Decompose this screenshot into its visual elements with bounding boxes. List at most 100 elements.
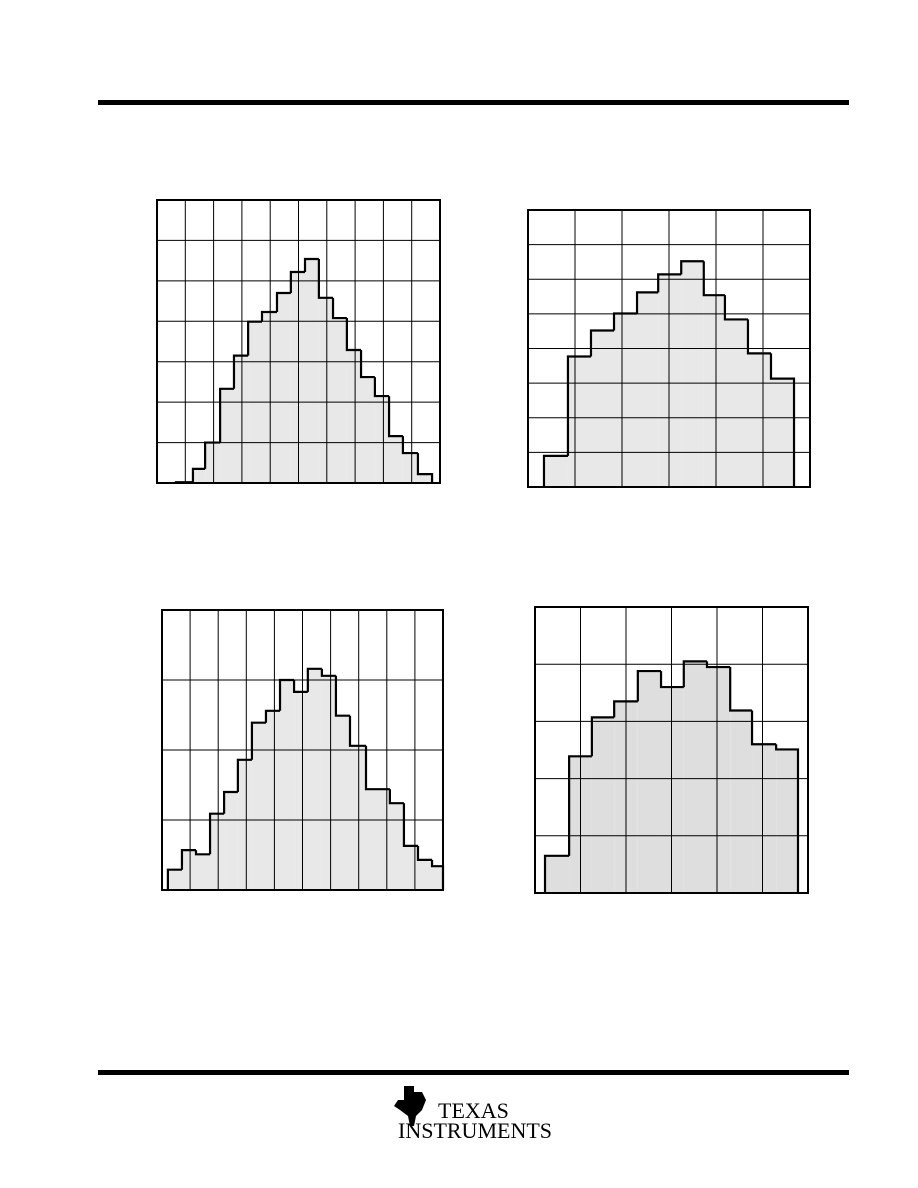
bar-outline bbox=[659, 671, 684, 689]
bar-outline bbox=[775, 744, 800, 893]
bar-outline bbox=[345, 318, 362, 352]
bar-outline bbox=[250, 721, 266, 760]
bar-outline bbox=[566, 355, 591, 456]
bar-outline bbox=[306, 667, 322, 692]
bar-outline bbox=[219, 387, 234, 443]
bar bbox=[661, 687, 684, 893]
bar bbox=[251, 722, 266, 890]
bar bbox=[196, 854, 211, 890]
bar-outline bbox=[416, 453, 434, 483]
bar bbox=[724, 319, 748, 487]
bar-outline bbox=[612, 312, 638, 331]
bar-outline bbox=[194, 850, 211, 856]
bar bbox=[333, 318, 347, 483]
bar-outline bbox=[264, 709, 281, 723]
bar-outline bbox=[387, 396, 403, 438]
bar-outline bbox=[348, 715, 367, 747]
bar bbox=[366, 789, 390, 890]
bar-outline bbox=[180, 849, 197, 870]
bar-outline bbox=[682, 660, 707, 688]
bar-outline bbox=[568, 755, 592, 856]
bar bbox=[290, 271, 306, 483]
bar-outline bbox=[636, 669, 662, 702]
bar-outline bbox=[232, 354, 249, 389]
bar bbox=[417, 859, 433, 890]
logo-icon bbox=[394, 1086, 426, 1126]
bar bbox=[280, 680, 295, 890]
bar bbox=[335, 715, 350, 890]
bar bbox=[683, 661, 707, 893]
bar-outline bbox=[705, 661, 731, 669]
bar bbox=[752, 744, 777, 893]
bar bbox=[389, 803, 404, 890]
bar-outline bbox=[373, 377, 390, 398]
bar bbox=[614, 313, 638, 487]
bar-outline bbox=[334, 675, 350, 717]
bar-outline bbox=[542, 454, 568, 487]
bar bbox=[205, 442, 221, 483]
bar-outline bbox=[191, 467, 206, 483]
bar bbox=[276, 292, 291, 483]
bar-outline bbox=[223, 790, 238, 814]
bar-outline bbox=[635, 291, 659, 314]
bar-outline bbox=[303, 257, 319, 272]
bar bbox=[403, 845, 418, 890]
bar-outline bbox=[364, 745, 390, 791]
bar-outline bbox=[359, 349, 375, 379]
plot-frame bbox=[527, 209, 811, 488]
bar-outline bbox=[401, 436, 418, 455]
bar-outline bbox=[702, 261, 725, 297]
bar-outline bbox=[543, 854, 570, 893]
bar bbox=[167, 869, 182, 890]
plot-frame bbox=[534, 606, 809, 894]
bar bbox=[321, 675, 336, 890]
bar bbox=[318, 297, 334, 483]
bar-outline bbox=[204, 441, 221, 469]
bar bbox=[361, 377, 375, 483]
bar bbox=[349, 745, 367, 890]
bar bbox=[567, 356, 591, 487]
bar bbox=[294, 691, 308, 890]
bar bbox=[417, 474, 433, 483]
bar bbox=[770, 378, 795, 487]
bar-outline bbox=[320, 668, 336, 677]
bar bbox=[543, 455, 568, 487]
bar-outline bbox=[590, 716, 615, 757]
bar bbox=[210, 813, 225, 890]
bar-outline bbox=[275, 291, 291, 312]
bar-outline bbox=[236, 758, 252, 792]
plot-frame bbox=[156, 199, 441, 484]
bar bbox=[776, 749, 798, 893]
bar-outline bbox=[729, 667, 753, 712]
bar-outline bbox=[769, 353, 796, 487]
header-rule bbox=[98, 100, 849, 105]
bar-outline bbox=[750, 710, 777, 746]
bar-outline bbox=[247, 320, 262, 356]
bar bbox=[706, 667, 731, 893]
bar-outline bbox=[613, 700, 638, 718]
bar bbox=[545, 855, 570, 893]
bar bbox=[658, 274, 682, 487]
bar-outline bbox=[723, 295, 748, 321]
bar bbox=[590, 330, 615, 487]
bar-outline bbox=[260, 310, 277, 322]
bar-outline bbox=[388, 789, 404, 805]
bar bbox=[237, 759, 252, 890]
footer-rule bbox=[98, 1070, 849, 1075]
bar bbox=[591, 717, 615, 893]
bar-outline bbox=[292, 680, 308, 693]
bar-outline bbox=[416, 845, 433, 861]
plot-frame bbox=[161, 609, 444, 891]
bar-outline bbox=[317, 259, 334, 299]
bar-outline bbox=[657, 273, 682, 293]
bar bbox=[703, 295, 725, 487]
bar bbox=[402, 453, 418, 483]
bar-outline bbox=[402, 803, 418, 847]
bar bbox=[224, 792, 238, 890]
logo-text: INSTRUMENTS bbox=[398, 1118, 552, 1143]
bar bbox=[261, 311, 277, 483]
bar-outline bbox=[589, 329, 615, 357]
bar bbox=[265, 710, 281, 890]
bar bbox=[220, 388, 234, 483]
